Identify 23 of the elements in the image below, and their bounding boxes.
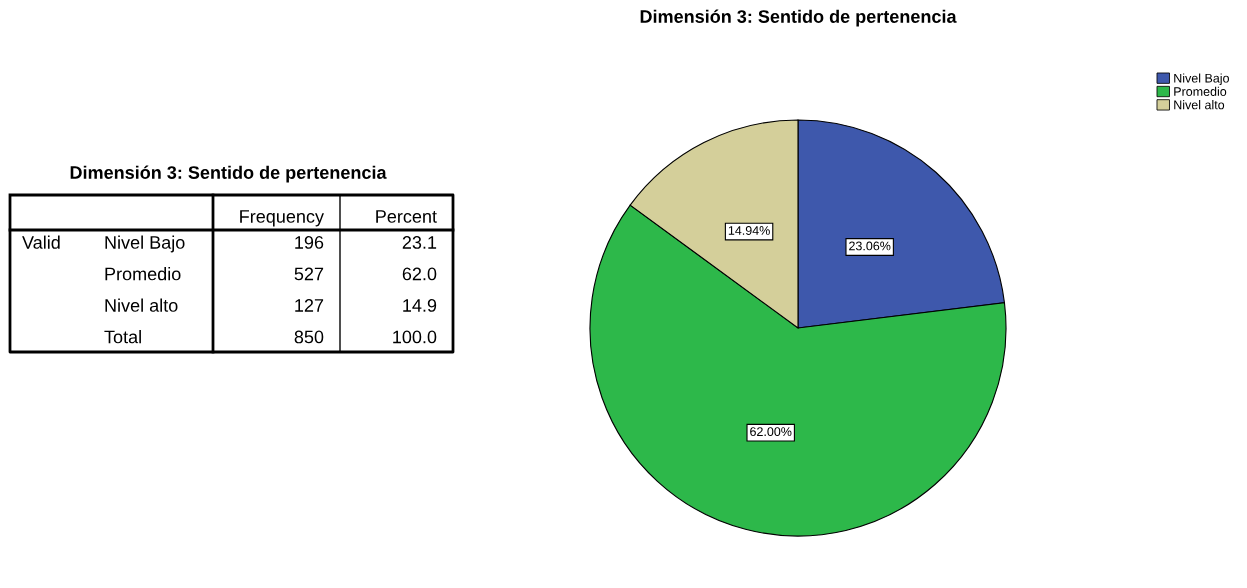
legend-label: Nivel alto <box>1174 100 1225 110</box>
category-label: Promedio <box>105 267 181 281</box>
data-label: 23.06% <box>849 241 891 251</box>
text: 527 <box>294 267 324 281</box>
data-label: 62.00% <box>750 427 792 437</box>
category-label: Percent <box>376 210 437 223</box>
text: 23.1 <box>402 236 437 249</box>
category-label: Nivel alto <box>105 298 178 312</box>
text: 127 <box>295 299 324 312</box>
category-label: Total <box>104 330 141 344</box>
text: 850 <box>294 330 324 344</box>
chart-title: Dimensión 3: Sentido de pertenencia <box>640 9 957 27</box>
data-label: 14.94% <box>728 226 770 235</box>
text: 62.0 <box>402 267 437 281</box>
text: Dimensión 3: Sentido de pertenencia <box>70 165 387 183</box>
text: Valid <box>22 235 60 249</box>
text: 14.9 <box>403 299 437 312</box>
text: 100.0 <box>393 330 437 344</box>
category-label: Nivel Bajo <box>105 235 185 253</box>
category-label: Frequency <box>240 210 324 227</box>
text: 196 <box>295 236 324 249</box>
legend-label: Nivel Bajo <box>1174 73 1229 86</box>
legend-label: Promedio <box>1174 86 1227 96</box>
